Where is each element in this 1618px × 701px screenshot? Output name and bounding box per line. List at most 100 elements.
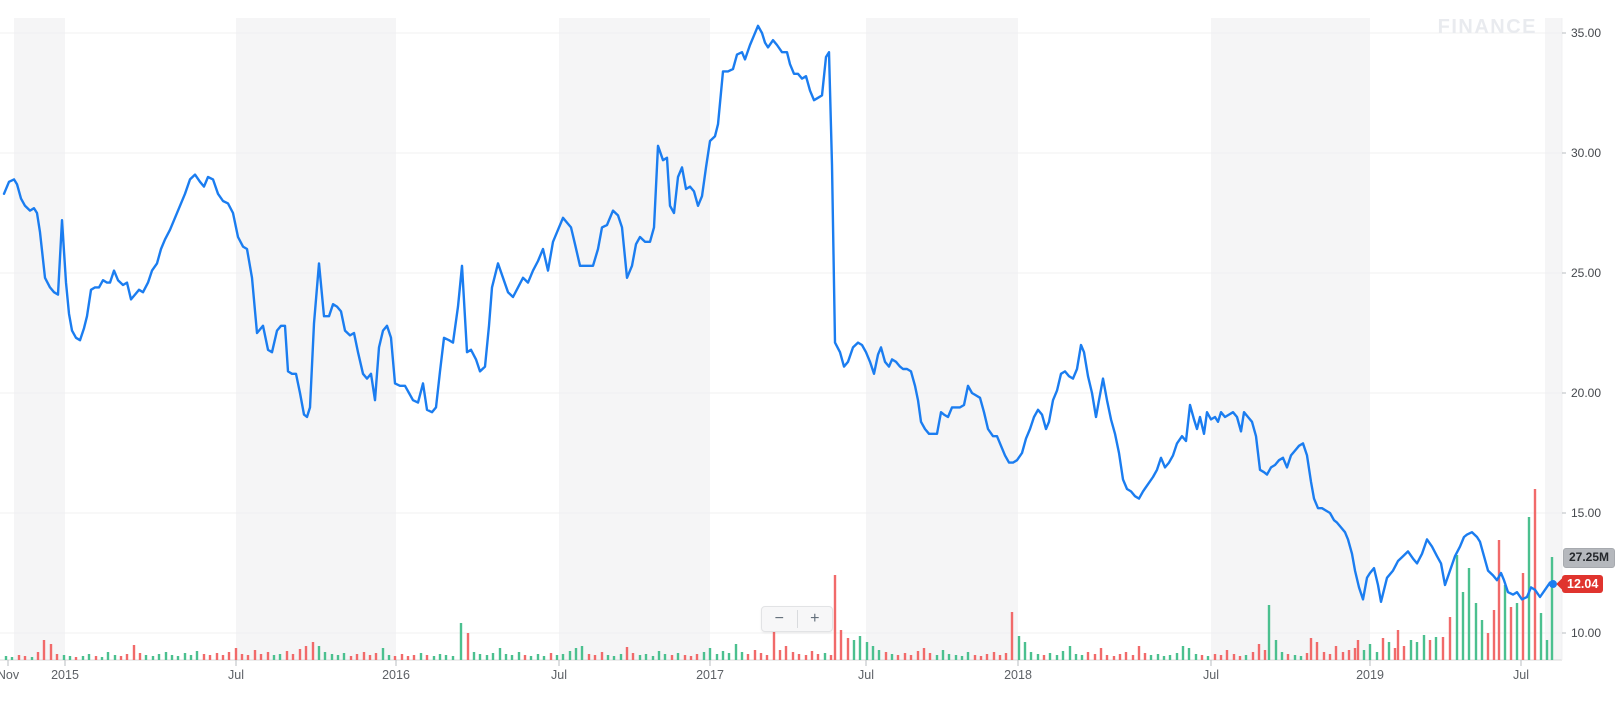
zoom-out-button[interactable]: − (762, 607, 797, 631)
volume-bar (1334, 646, 1338, 660)
volume-bar (132, 645, 136, 660)
volume-bar (1074, 654, 1078, 660)
volume-bar (472, 652, 476, 660)
volume-bar (816, 654, 820, 660)
volume-bar (1232, 654, 1236, 660)
volume-bar (998, 655, 1002, 660)
volume-bar (406, 656, 410, 660)
volume-bar (1368, 644, 1372, 660)
volume-bar (164, 652, 168, 660)
volume-bar (542, 656, 546, 660)
volume-bar (387, 655, 391, 660)
volume-bar (432, 656, 436, 660)
volume-bar (113, 655, 117, 660)
volume-bar (715, 654, 719, 660)
volume-bar (810, 651, 814, 660)
x-axis-label: Jul (228, 668, 244, 682)
volume-bar (215, 653, 219, 660)
volume-bar (94, 656, 98, 660)
volume-bar (683, 655, 687, 660)
volume-bar (708, 648, 712, 660)
volume-bar (1409, 640, 1413, 660)
volume-bar (890, 654, 894, 660)
volume-bar (979, 656, 983, 660)
volume-bar (753, 650, 757, 660)
zoom-control: − + (761, 606, 833, 632)
volume-bar (342, 653, 346, 660)
volume-bar (444, 655, 448, 660)
volume-bar (1124, 652, 1128, 660)
volume-bar (1448, 617, 1452, 660)
volume-bar (922, 648, 926, 660)
minus-icon: − (774, 610, 784, 627)
volume-bar (349, 656, 353, 660)
volume-bar (1315, 642, 1319, 660)
volume-bar (202, 654, 206, 660)
volume-bar (138, 653, 142, 660)
volume-bar (954, 655, 958, 660)
volume-bar (1362, 650, 1366, 660)
volume-bar (670, 655, 674, 660)
volume-bar (1251, 652, 1255, 660)
volume-bar (362, 652, 366, 660)
volume-bar (30, 657, 34, 660)
zoom-control-divider (796, 610, 798, 628)
volume-bar (574, 648, 578, 660)
volume-bar (1497, 540, 1501, 660)
volume-bar (317, 646, 321, 660)
volume-bar (491, 653, 495, 660)
y-axis-label: 20.00 (1571, 386, 1601, 400)
volume-bar (1396, 630, 1400, 660)
volume-bar (125, 654, 129, 660)
volume-bar (151, 656, 155, 660)
volume-bar (1375, 652, 1379, 660)
volume-bar (87, 654, 91, 660)
volume-bar (1010, 612, 1014, 660)
x-axis-label: Nov (0, 668, 20, 682)
volume-bar (1527, 517, 1531, 660)
volume-bar (839, 630, 843, 660)
volume-bar (74, 657, 78, 660)
volume-bar (510, 655, 514, 660)
volume-bar (765, 655, 769, 660)
volume-bar (1455, 555, 1459, 660)
zoom-in-button[interactable]: + (798, 607, 833, 631)
volume-bar (23, 656, 27, 660)
volume-bar (631, 653, 635, 660)
volume-bar (285, 651, 289, 660)
volume-bar (1055, 655, 1059, 660)
volume-bar (702, 652, 706, 660)
volume-bar (1036, 654, 1040, 660)
volume-bar (183, 653, 187, 660)
volume-bar (49, 644, 53, 660)
volume-bar (858, 636, 862, 660)
volume-bar (727, 653, 731, 660)
volume-bar (17, 655, 21, 660)
volume-badge: 27.25M (1563, 548, 1616, 568)
volume-bar (393, 656, 397, 660)
volume-bar (846, 638, 850, 660)
volume-bar (1131, 655, 1135, 660)
volume-bar (644, 654, 648, 660)
last-price-value: 12.04 (1567, 577, 1599, 591)
volume-bar (1137, 646, 1141, 660)
volume-bar (272, 655, 276, 660)
volume-bar (81, 656, 85, 660)
volume-bar (466, 633, 470, 660)
volume-bar (1299, 656, 1303, 660)
volume-bar (804, 655, 808, 660)
volume-bar (1105, 655, 1109, 660)
last-price-badge: 12.04 (1556, 575, 1604, 593)
volume-bar (10, 657, 14, 660)
volume-bar (478, 654, 482, 660)
half-year-band (559, 18, 710, 660)
volume-bar (985, 654, 989, 660)
volume-bar (600, 652, 604, 660)
volume-bar (400, 654, 404, 660)
volume-bar (100, 657, 104, 660)
volume-bar (568, 651, 572, 660)
volume-bar (877, 650, 881, 660)
volume-bar (1441, 637, 1445, 660)
volume-bar (1238, 656, 1242, 660)
